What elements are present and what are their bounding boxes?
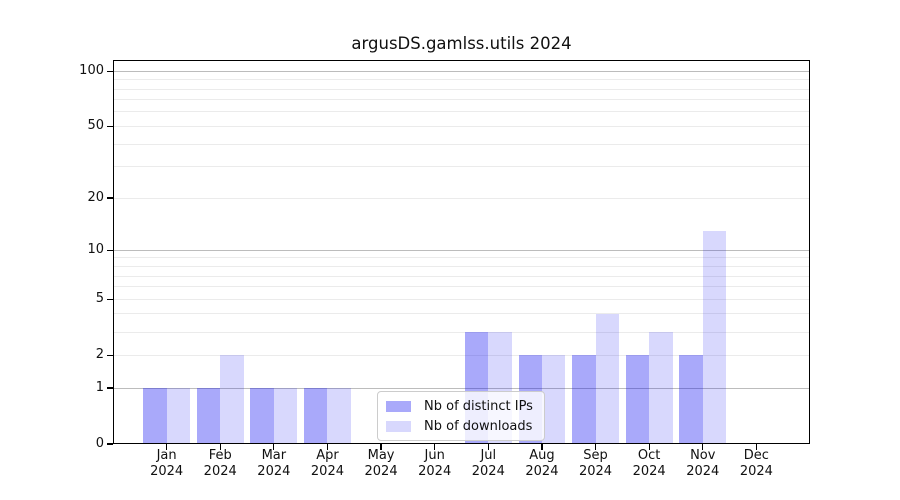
- y-tick-label: 0: [95, 436, 104, 451]
- bar-distinct-ips: [679, 355, 703, 444]
- bar-distinct-ips: [250, 388, 274, 444]
- y-tick-label: 50: [87, 118, 104, 134]
- legend-swatch-ips: [386, 400, 411, 412]
- legend-item: Nb of downloads: [386, 418, 533, 434]
- y-tick-label: 1: [95, 380, 104, 395]
- y-tick-label: 2: [95, 347, 104, 363]
- bar-downloads: [327, 388, 351, 444]
- x-tick-label: Jan 2024: [150, 448, 184, 479]
- x-tick-label: Jun 2024: [418, 448, 452, 479]
- x-tick-label: Dec 2024: [739, 448, 773, 479]
- gridline-minor: [113, 166, 810, 168]
- gridline-major: [113, 387, 810, 389]
- gridline-minor: [113, 79, 810, 81]
- y-tick-mark: [107, 125, 113, 127]
- x-tick-mark: [380, 444, 382, 450]
- x-tick-mark: [541, 444, 543, 450]
- gridline-minor: [113, 313, 810, 315]
- y-tick-label: 10: [87, 242, 104, 258]
- x-tick-label: Mar 2024: [257, 448, 291, 479]
- x-tick-mark: [702, 444, 704, 450]
- x-tick-label: Jul 2024: [471, 448, 505, 479]
- gridline-minor: [113, 331, 810, 333]
- x-tick-label: Sep 2024: [578, 448, 613, 479]
- gridline-major: [113, 70, 810, 72]
- x-tick-mark: [166, 444, 168, 450]
- gridline-minor: [113, 257, 810, 259]
- y-tick-label: 5: [95, 291, 104, 307]
- x-tick-label: Oct 2024: [632, 448, 666, 479]
- legend-item: Nb of distinct IPs: [386, 398, 533, 414]
- gridline-minor: [113, 111, 810, 113]
- legend-swatch-downloads: [386, 420, 411, 432]
- gridline-minor: [113, 125, 810, 127]
- gridline-minor: [113, 99, 810, 101]
- legend-label: Nb of downloads: [424, 418, 533, 434]
- gridline-minor: [113, 275, 810, 277]
- gridline-minor: [113, 197, 810, 199]
- bar-downloads: [273, 388, 298, 444]
- gridline-minor: [113, 143, 810, 145]
- x-tick-label: Nov 2024: [686, 448, 720, 479]
- y-tick-label: 20: [87, 190, 104, 206]
- bar-distinct-ips: [196, 388, 221, 444]
- x-tick-label: May 2024: [364, 448, 398, 479]
- bar-distinct-ips: [625, 355, 650, 444]
- bar-downloads: [595, 313, 619, 444]
- bar-downloads: [166, 388, 190, 444]
- y-tick-label: 100: [79, 63, 104, 79]
- x-tick-mark: [648, 444, 650, 450]
- x-tick-label: Apr 2024: [310, 448, 344, 479]
- y-tick-mark: [107, 298, 113, 300]
- bar-distinct-ips: [143, 388, 167, 444]
- y-tick-mark: [107, 70, 113, 72]
- y-tick-mark: [107, 387, 113, 389]
- x-tick-mark: [219, 444, 221, 450]
- chart-title: argusDS.gamlss.utils 2024: [351, 34, 572, 53]
- bar-downloads: [541, 355, 566, 444]
- gridline-minor: [113, 286, 810, 288]
- x-tick-label: Aug 2024: [525, 448, 559, 479]
- gridline-minor: [113, 354, 810, 356]
- y-tick-mark: [107, 443, 113, 445]
- x-tick-mark: [487, 444, 489, 450]
- bar-distinct-ips: [572, 355, 596, 444]
- gridline-minor: [113, 298, 810, 300]
- gridline-major: [113, 249, 810, 251]
- y-tick-mark: [107, 249, 113, 251]
- y-tick-mark: [107, 197, 113, 199]
- x-tick-mark: [434, 444, 436, 450]
- bar-distinct-ips: [304, 388, 328, 444]
- legend-label: Nb of distinct IPs: [424, 398, 533, 414]
- x-tick-mark: [755, 444, 757, 450]
- bar-downloads: [220, 355, 244, 444]
- legend-box: Nb of distinct IPs Nb of downloads: [377, 391, 545, 441]
- x-tick-label: Feb 2024: [203, 448, 237, 479]
- y-tick-mark: [107, 354, 113, 356]
- bar-downloads: [702, 230, 727, 444]
- gridline-minor: [113, 266, 810, 267]
- x-tick-mark: [326, 444, 329, 450]
- gridline-minor: [113, 88, 810, 90]
- x-tick-mark: [273, 444, 275, 450]
- bar-downloads: [649, 332, 673, 444]
- x-tick-mark: [594, 444, 597, 450]
